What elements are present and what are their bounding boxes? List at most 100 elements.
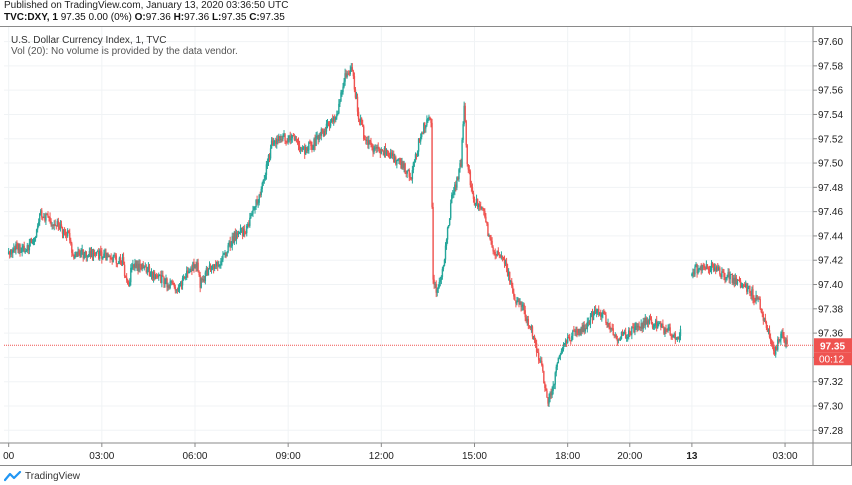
candle-down: [14, 247, 16, 251]
candle-down: [728, 272, 730, 280]
candle-down: [292, 135, 295, 137]
candle-up: [426, 119, 428, 126]
candle-down: [8, 251, 11, 255]
price-tick-label: 97.28: [818, 426, 843, 437]
candle-up: [780, 333, 782, 341]
candle-down: [236, 232, 239, 235]
candle-down: [641, 323, 643, 329]
candle-up: [394, 157, 396, 163]
candle-up: [170, 281, 172, 282]
candle-down: [140, 267, 142, 270]
candle-down: [506, 268, 509, 276]
candle-down: [712, 264, 715, 271]
candle-up: [205, 268, 208, 273]
candle-up: [242, 229, 245, 237]
candle-up: [121, 257, 124, 264]
candle-up: [223, 253, 225, 255]
candle-up: [146, 270, 149, 273]
candle-up: [92, 253, 95, 258]
candle-up: [177, 288, 180, 291]
candle-down: [473, 198, 476, 206]
candle-down: [533, 336, 536, 340]
series-legend[interactable]: U.S. Dollar Currency Index, 1, TVC: [11, 35, 167, 46]
close-value: 97.35: [259, 12, 285, 23]
candle-up: [294, 139, 297, 141]
candle-up: [580, 327, 582, 335]
candle-down: [331, 118, 334, 122]
candle-up: [103, 253, 105, 258]
candle-up: [269, 148, 272, 159]
candle-down: [155, 275, 158, 277]
tradingview-logo-icon: [4, 471, 22, 482]
candle-down: [151, 271, 154, 279]
time-tick-label: 06:00: [182, 451, 207, 462]
candle-up: [341, 92, 343, 93]
candle-up: [346, 73, 348, 77]
candle-up: [595, 311, 598, 314]
candle-up: [559, 354, 562, 357]
candle-up: [691, 273, 693, 276]
candle-up: [29, 238, 32, 243]
high-value: 97.36: [184, 12, 210, 23]
candle-up: [627, 336, 629, 339]
candle-up: [401, 161, 403, 169]
candle-down: [603, 311, 605, 313]
volume-legend: Vol (20): No volume is provided by the d…: [11, 46, 238, 57]
candle-down: [629, 330, 631, 335]
candle-up: [194, 264, 196, 269]
candle-up: [763, 318, 766, 321]
candle-up: [34, 236, 37, 239]
candle-down: [61, 227, 64, 234]
candle-down: [174, 286, 177, 291]
candle-down: [248, 223, 250, 226]
candle-down: [432, 207, 434, 280]
candle-up: [95, 251, 98, 255]
tradingview-logo[interactable]: TradingView: [4, 469, 80, 484]
candle-down: [415, 154, 418, 156]
candle-down: [670, 334, 672, 337]
candle-up: [143, 267, 145, 269]
candle-down: [321, 129, 324, 131]
candle-down: [476, 198, 479, 207]
candle-down: [520, 301, 522, 307]
candle-up: [87, 255, 90, 257]
candle-down: [277, 138, 279, 141]
candle-down: [464, 105, 466, 122]
candle-up: [330, 118, 333, 123]
candle-up: [253, 208, 255, 210]
candle-down: [241, 227, 244, 237]
candle-up: [267, 155, 270, 163]
candle-up: [593, 309, 596, 314]
price-tick-label: 97.46: [818, 207, 843, 218]
last-price-badge: [814, 338, 852, 353]
candle-up: [270, 140, 273, 149]
candle-down: [319, 134, 321, 136]
candle-up: [730, 274, 732, 275]
candle-up: [165, 278, 167, 283]
candle-down: [199, 275, 201, 288]
candle-down: [139, 263, 141, 268]
candle-up: [130, 267, 132, 283]
candle-up: [610, 328, 612, 330]
candle-down: [285, 140, 287, 142]
candle-down: [183, 277, 186, 279]
candle-up: [39, 213, 41, 222]
candle-down: [52, 224, 54, 226]
candle-down: [514, 296, 516, 301]
candle-up: [250, 215, 252, 218]
candle-up: [423, 123, 425, 134]
candle-down: [387, 152, 390, 157]
candle-up: [434, 284, 436, 285]
candle-up: [36, 225, 39, 230]
candle-up: [169, 281, 171, 289]
candle-up: [755, 295, 757, 301]
candle-up: [255, 199, 257, 207]
candle-up: [411, 170, 414, 180]
candle-up: [249, 217, 251, 226]
candle-down: [259, 194, 261, 196]
price-tick-label: 97.30: [818, 401, 843, 412]
candle-up: [213, 264, 216, 270]
candle-up: [278, 136, 280, 141]
candle-down: [19, 244, 21, 253]
